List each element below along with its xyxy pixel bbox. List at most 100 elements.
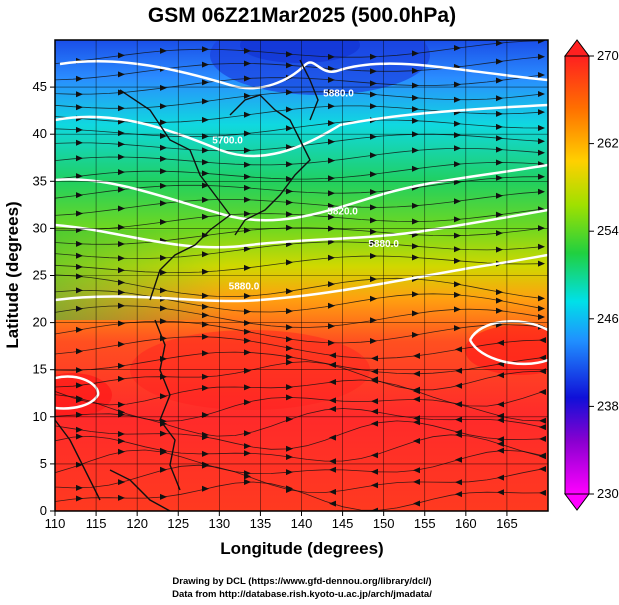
y-tick-label: 30: [33, 220, 47, 235]
streamline-arrow: [244, 384, 251, 391]
colorbar-ticks: 230 238 246 254 262 270: [589, 48, 619, 501]
streamline-arrow: [118, 52, 125, 59]
streamline-arrow: [371, 420, 378, 427]
streamline-arrow: [286, 211, 293, 218]
streamline-arrow: [370, 68, 377, 75]
streamline-arrow: [244, 75, 251, 82]
streamline-arrow: [328, 302, 335, 309]
streamline-arrow: [538, 173, 545, 180]
streamline-arrow: [539, 417, 546, 424]
streamline-arrow: [412, 94, 419, 101]
streamline-arrow: [244, 328, 251, 335]
streamline-arrow: [76, 263, 83, 270]
streamline-arrow: [412, 218, 419, 225]
streamline-arrow: [496, 135, 503, 142]
streamline-arrow: [244, 293, 251, 299]
streamline-arrow: [160, 155, 167, 162]
streamline-arrow: [118, 448, 125, 455]
height-contour-line: [55, 208, 548, 249]
streamline-arrow: [496, 58, 503, 65]
streamline-arrow: [454, 96, 461, 103]
contour-label: 5880.0: [368, 239, 399, 250]
streamline-arrow: [538, 149, 545, 156]
colorbar-tick-label: 230: [597, 486, 619, 501]
y-tick-label: 10: [33, 409, 47, 424]
streamline-arrow: [413, 500, 420, 507]
streamline-arrow: [413, 352, 420, 359]
streamline-arrow: [496, 174, 503, 181]
streamline-arrow: [328, 323, 335, 330]
streamline-arrow: [412, 202, 419, 209]
streamline-arrow: [160, 200, 167, 207]
contour-label: 5700.0: [212, 136, 243, 147]
streamline-arrow: [496, 307, 503, 314]
height-contour-line: [55, 103, 548, 158]
streamline-arrow: [328, 214, 335, 221]
streamline-arrow: [413, 370, 420, 377]
coastlines: [55, 59, 319, 511]
streamline-arrow: [328, 202, 335, 209]
streamline-arrow: [370, 133, 377, 140]
streamline-arrow: [286, 176, 293, 182]
streamline-arrow: [370, 204, 377, 211]
height-contour-line: [468, 339, 548, 366]
coastline: [109, 469, 171, 511]
streamline-arrow: [244, 47, 251, 54]
streamline-arrow: [497, 440, 504, 447]
streamline-arrow: [286, 259, 293, 266]
x-tick-label: 115: [86, 516, 107, 531]
streamline-arrow: [496, 230, 503, 237]
y-axis-label: Latitude (degrees): [3, 201, 22, 348]
streamline-arrow: [455, 431, 462, 438]
streamline-arrow: [244, 210, 251, 217]
streamline-arrow: [286, 144, 293, 151]
streamline-arrow: [202, 79, 209, 86]
streamline-arrow: [160, 168, 167, 175]
colorbar-tick-label: 270: [597, 48, 619, 63]
streamline-arrow: [202, 350, 209, 357]
streamline-arrow: [202, 182, 209, 189]
streamline-arrow: [118, 289, 125, 296]
streamline-arrow: [118, 479, 125, 486]
streamline-arrow: [370, 152, 377, 159]
streamline-arrow: [329, 488, 336, 495]
streamline-arrow: [497, 339, 504, 346]
streamline-arrow: [160, 287, 167, 294]
y-tick-label: 20: [33, 315, 47, 330]
streamline-arrow: [286, 485, 293, 492]
streamline-arrow: [538, 40, 545, 44]
streamline-arrow: [244, 349, 251, 356]
streamline-arrow: [244, 337, 251, 344]
streamline-arrow: [412, 291, 419, 298]
streamline-arrow: [160, 119, 167, 126]
x-tick-label: 155: [414, 516, 436, 531]
streamline-arrow: [160, 269, 167, 276]
streamline-arrow: [118, 279, 125, 286]
contour-label: 5880.0: [229, 282, 260, 293]
streamline-arrow: [286, 188, 293, 195]
streamline-arrow: [76, 192, 83, 199]
streamline-arrow: [497, 401, 504, 408]
streamline-arrow: [538, 243, 545, 250]
streamline-arrow: [160, 305, 167, 312]
coastline: [154, 319, 181, 491]
streamline-arrow: [371, 408, 378, 415]
y-tick-label: 25: [33, 268, 47, 283]
streamline-arrow: [412, 117, 419, 124]
streamline-arrow: [455, 401, 462, 408]
streamline-arrow: [118, 141, 125, 148]
streamline-arrow: [202, 213, 209, 220]
streamline-arrow: [497, 489, 504, 496]
streamline-arrow: [538, 125, 545, 131]
streamline-arrow: [412, 243, 419, 250]
streamline-arrow: [329, 397, 336, 404]
streamline-arrow: [244, 367, 251, 374]
streamline-arrow: [202, 333, 209, 340]
streamline-arrow: [455, 491, 462, 498]
streamline-arrow: [455, 382, 462, 389]
height-contours: [55, 60, 548, 410]
streamline-arrow: [538, 91, 545, 97]
streamline-arrow: [118, 375, 125, 382]
streamline-arrow: [160, 449, 167, 456]
